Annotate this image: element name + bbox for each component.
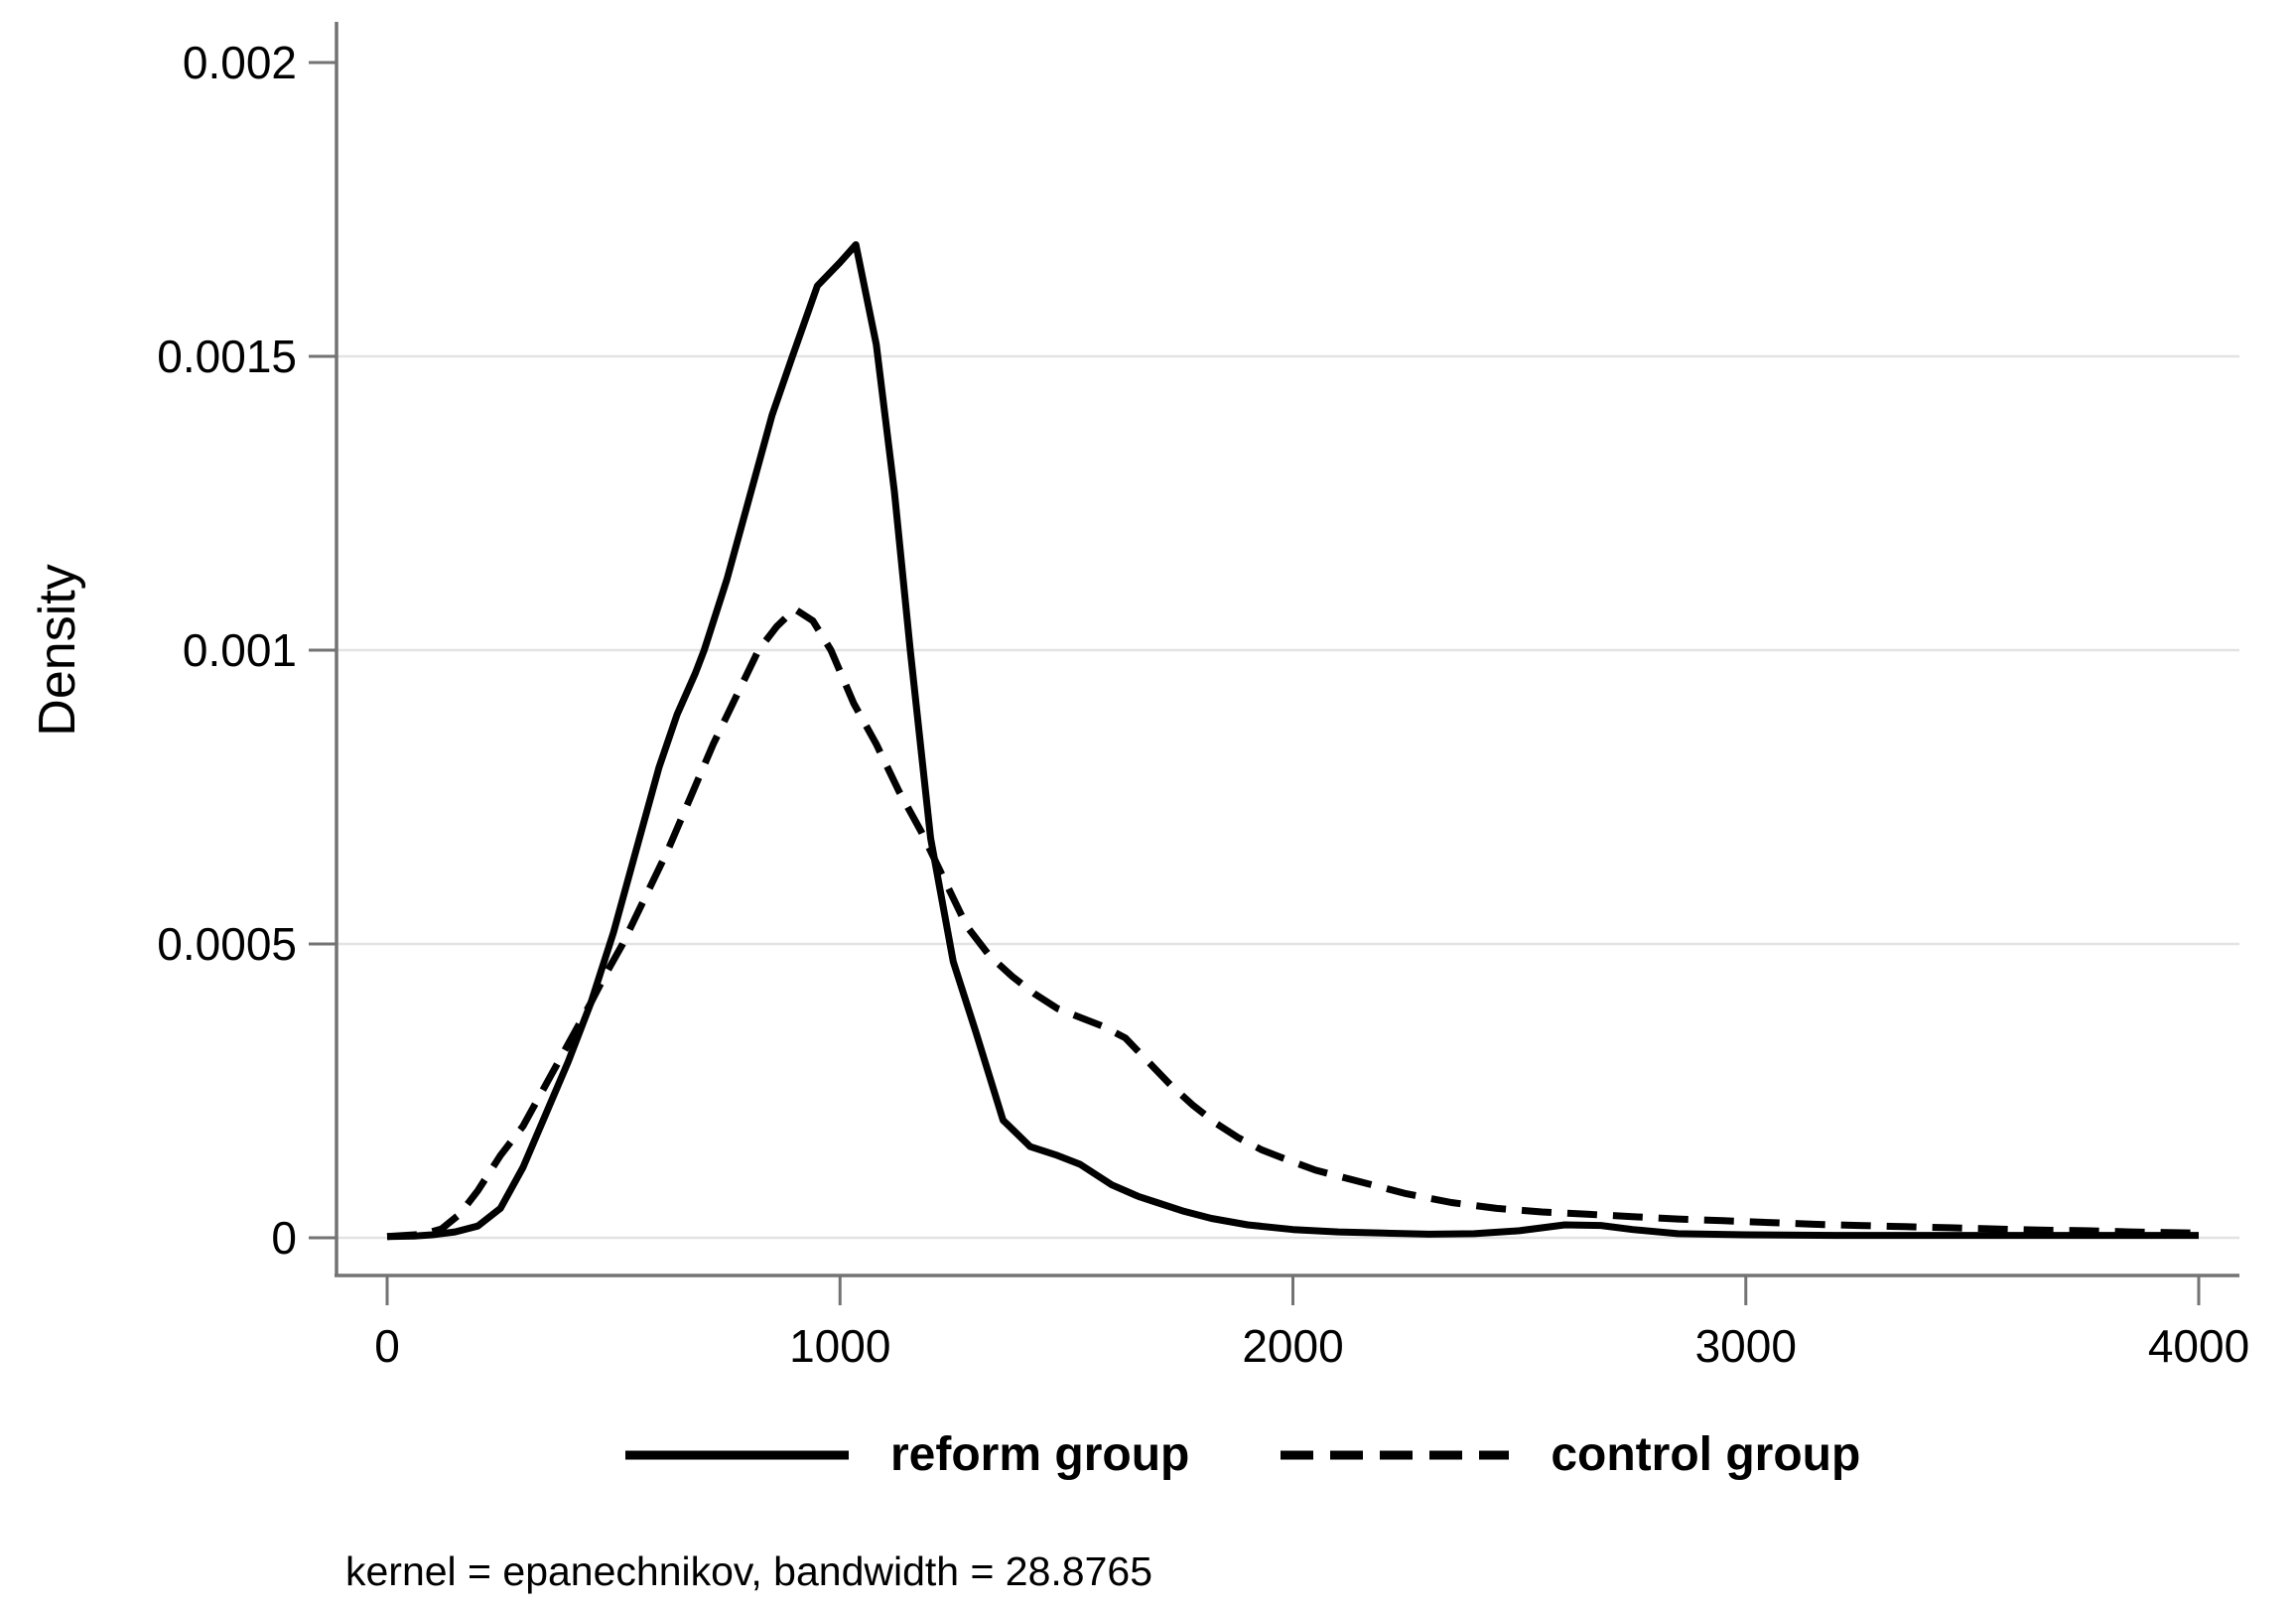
gridlines xyxy=(337,354,2239,1240)
x-tick-label: 4000 xyxy=(2147,1320,2250,1372)
y-tick-label: 0.001 xyxy=(182,624,297,676)
legend-label-reform: reform group xyxy=(890,1428,1190,1481)
dashed-line-swatch xyxy=(1281,1450,1510,1459)
legend: reform group control group xyxy=(625,1427,1860,1482)
curve-control-group xyxy=(386,605,2200,1241)
y-tick-label: 0.0015 xyxy=(157,331,297,382)
x-tick-label: 2000 xyxy=(1242,1320,1344,1372)
density-curves xyxy=(386,241,2200,1241)
kernel-bandwidth-note: kernel = epanechnikov, bandwidth = 28.87… xyxy=(345,1548,1153,1594)
x-tick-label: 3000 xyxy=(1694,1320,1797,1372)
solid-line-swatch xyxy=(625,1450,849,1459)
legend-item-reform: reform group xyxy=(625,1427,1189,1482)
y-tick-label: 0 xyxy=(271,1212,297,1264)
y-tick-label: 0.0005 xyxy=(157,918,297,970)
curve-reform-group xyxy=(386,241,2199,1241)
axes xyxy=(335,22,2239,1277)
y-axis-title: Density xyxy=(29,564,86,737)
legend-item-control: control group xyxy=(1281,1427,1860,1482)
y-tick-label: 0.002 xyxy=(182,37,297,88)
tick-marks xyxy=(309,61,2201,1305)
x-tick-label: 1000 xyxy=(789,1320,891,1372)
legend-label-control: control group xyxy=(1551,1428,1861,1481)
x-tick-label: 0 xyxy=(374,1320,400,1372)
